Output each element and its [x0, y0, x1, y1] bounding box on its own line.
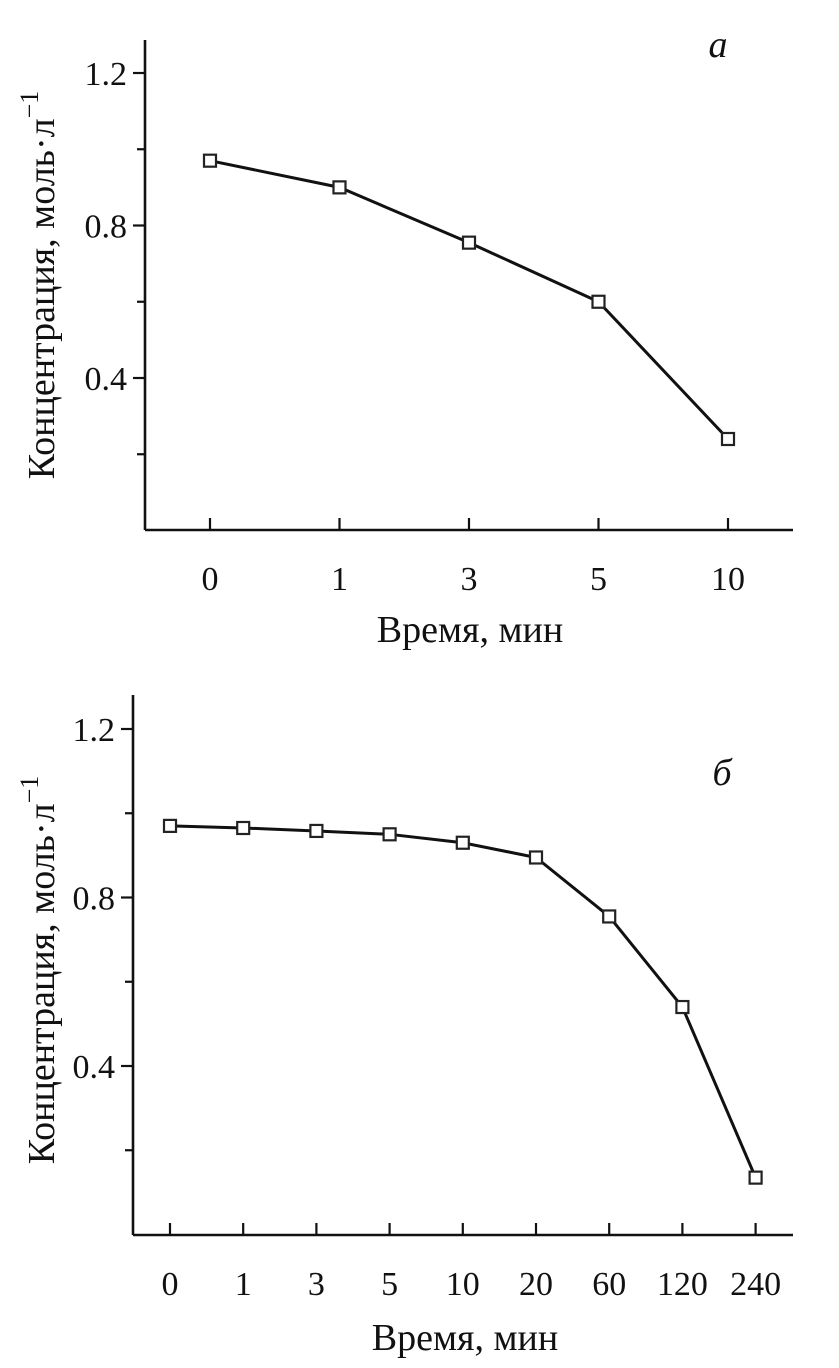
data-point-marker	[675, 999, 690, 1015]
data-point-marker	[720, 431, 736, 447]
series-line	[169, 824, 757, 1179]
x-tick-label: 5	[381, 1266, 398, 1303]
x-tick-label: 20	[519, 1266, 553, 1303]
series-line	[209, 159, 730, 441]
y-tick-label: 0.4	[85, 361, 128, 398]
data-point-marker	[382, 827, 397, 842]
x-tick-label: 3	[461, 561, 478, 598]
x-axis-title: Время, мин	[377, 609, 563, 651]
x-tick-label: 10	[446, 1266, 480, 1303]
x-tick-label: 0	[162, 1266, 179, 1303]
y-tick-label: 1.2	[73, 712, 116, 749]
x-tick-label: 5	[590, 561, 607, 598]
data-point-marker	[309, 823, 324, 839]
data-point-marker	[455, 835, 470, 850]
data-point-marker	[591, 294, 606, 309]
x-tick-label: 1	[331, 561, 348, 598]
x-tick-label: 240	[730, 1266, 781, 1303]
data-point-marker	[236, 820, 251, 836]
y-tick-label: 0.8	[85, 209, 128, 246]
y-axis-title: Концентрация, моль·л−1	[15, 776, 63, 1165]
x-axis-title: Время, мин	[372, 1317, 558, 1359]
data-point-marker	[528, 850, 544, 865]
x-tick-label: 0	[202, 561, 219, 598]
x-tick-label: 60	[592, 1266, 626, 1303]
data-point-marker	[748, 1170, 763, 1185]
data-point-marker	[332, 180, 347, 195]
data-point-marker	[202, 153, 218, 168]
x-tick-label: 3	[308, 1266, 325, 1303]
panel-label: а	[709, 24, 728, 66]
y-axis-title-superscript: −1	[15, 776, 44, 804]
x-tick-label: 120	[657, 1266, 708, 1303]
x-tick-label: 10	[711, 561, 745, 598]
data-point-marker	[602, 909, 617, 924]
y-tick-label: 1.2	[85, 56, 128, 93]
x-tick-label: 1	[235, 1266, 252, 1303]
panel-label: б	[712, 752, 733, 794]
chart-panel-a: 0.4 0.8 1.2 0 1 3 5 10 Время, мин Концентрация, м…	[15, 24, 793, 651]
y-tick-label: 0.8	[73, 881, 116, 918]
y-axis-title-text: Концентрация, моль·л	[21, 803, 63, 1164]
data-point-marker	[162, 818, 178, 833]
chart-panel-b: 0.4 0.8 1.2 0 1 3 5 10 20 60 120 240 Время, мин Конце…	[15, 695, 793, 1359]
y-axis-title-superscript: −1	[15, 91, 44, 119]
y-axis-title-text: Концентрация, моль·л	[21, 118, 63, 479]
y-axis-title: Концентрация, моль·л−1	[15, 91, 63, 480]
data-point-marker	[461, 235, 477, 250]
y-tick-label: 0.4	[73, 1049, 116, 1086]
